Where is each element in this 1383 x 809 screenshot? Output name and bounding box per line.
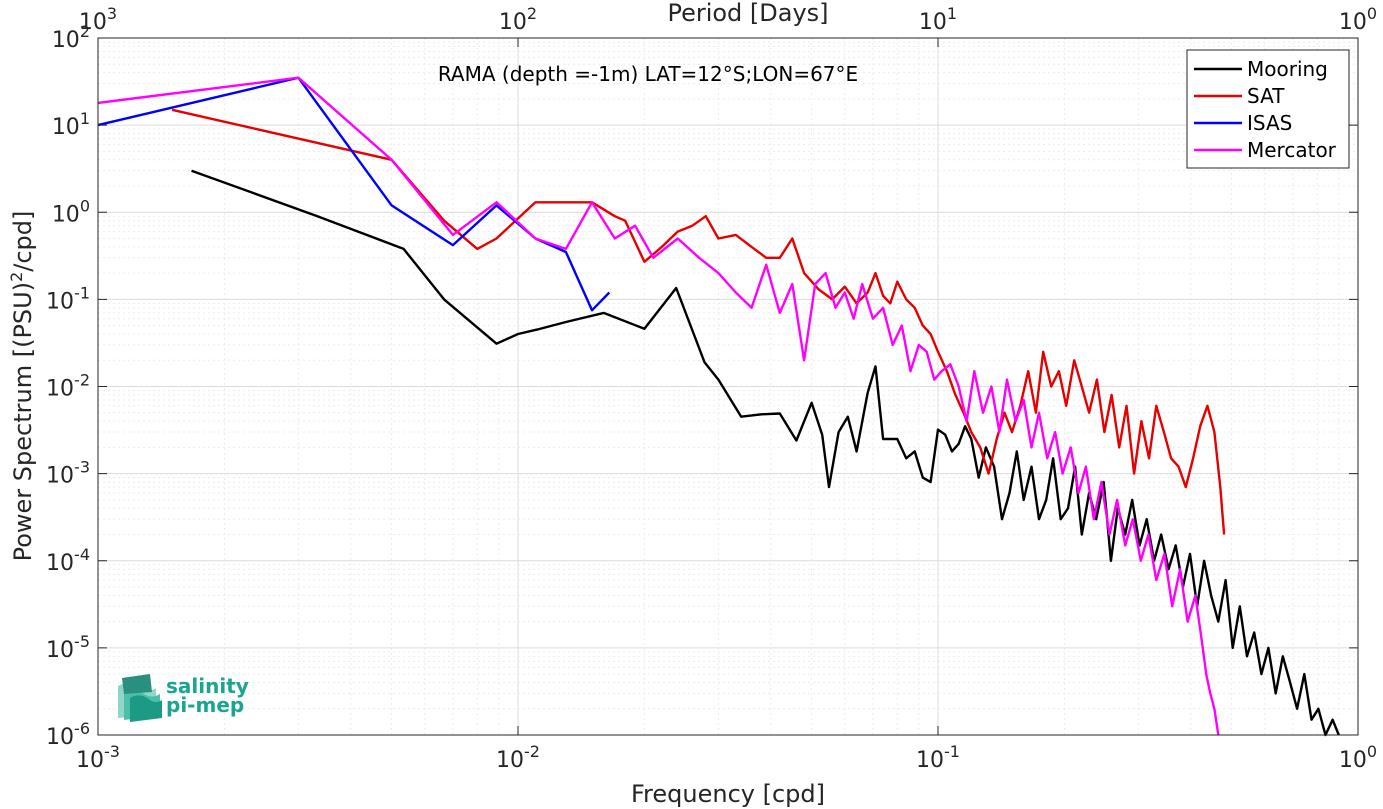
y-axis-title-tail: /cpd]	[9, 211, 37, 272]
logo-line-2: pi-mep	[166, 693, 244, 717]
logo-line-1: salinity	[166, 674, 249, 698]
x2-tick-label: 100	[1339, 4, 1377, 35]
series-line-mooring	[191, 169, 1340, 737]
y-tick-label: 10-1	[46, 283, 90, 314]
legend-label-mercator: Mercator	[1247, 138, 1337, 162]
chart-annotation: RAMA (depth =-1m) LAT=12°S;LON=67°E	[438, 62, 858, 86]
x2-tick-label: 103	[79, 4, 117, 35]
x-tick-label: 10-3	[76, 742, 120, 773]
y-tick-label: 10-2	[46, 371, 90, 402]
y-tick-label: 10-4	[46, 545, 90, 576]
x2-tick-label: 101	[919, 4, 957, 35]
legend-items: Mooring SAT ISAS Mercator	[1194, 57, 1337, 162]
series-line-mercator	[97, 76, 1220, 736]
y-tick-label: 101	[52, 109, 90, 140]
x-tick-label: 10-2	[496, 742, 540, 773]
legend: Mooring SAT ISAS Mercator	[1186, 49, 1350, 169]
y-tick-label: 100	[52, 196, 90, 227]
y-tick-label: 10-5	[46, 632, 90, 663]
legend-label-isas: ISAS	[1247, 111, 1292, 135]
x-axis-title: Frequency [cpd]	[631, 780, 825, 808]
grid	[97, 38, 1358, 736]
x-tick-label: 10-1	[916, 742, 960, 773]
x2-tick-label: 102	[499, 4, 537, 35]
salinity-pi-mep-logo: salinity pi-mep	[118, 674, 249, 722]
y-axis-title-sup: 2	[7, 272, 26, 282]
x2-axis-title: Period [Days]	[667, 0, 828, 27]
legend-label-mooring: Mooring	[1247, 57, 1328, 81]
series-line-sat	[171, 108, 1226, 535]
legend-label-sat: SAT	[1247, 84, 1285, 108]
series-line-isas	[97, 76, 611, 312]
y-axis-title: Power Spectrum [(PSU)2/cpd]	[7, 211, 37, 562]
logo-wave-icon	[118, 674, 162, 722]
x-tick-label: 100	[1339, 742, 1377, 773]
y-axis-title-main: Power Spectrum [(PSU)	[9, 282, 37, 561]
y-tick-label: 10-6	[46, 719, 90, 750]
y-tick-label: 102	[52, 22, 90, 53]
y-tick-label: 10-3	[46, 458, 90, 489]
series-layer	[97, 76, 1340, 737]
